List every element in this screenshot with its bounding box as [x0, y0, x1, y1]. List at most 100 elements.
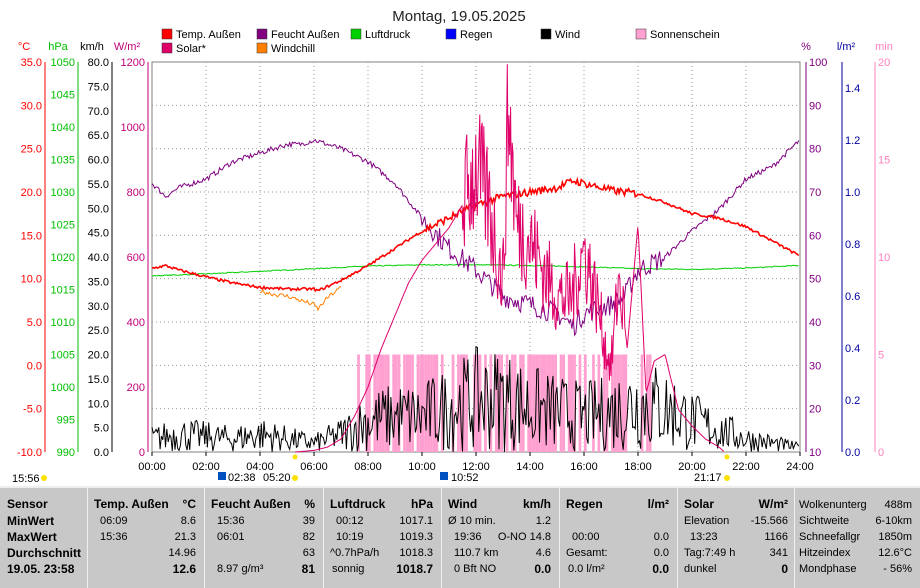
axis-tick-right: 0.2	[845, 395, 860, 407]
sunshine-bar	[511, 354, 514, 452]
wind-max-value: O-NO 14.8	[497, 531, 551, 543]
axis-tick-left: 30.0	[21, 100, 42, 112]
cloud-base-value: 488m	[884, 499, 912, 511]
humidity-max-value: 82	[302, 531, 315, 543]
axis-tick-left: 10.0	[88, 398, 109, 410]
axis-tick-right: 5	[878, 350, 884, 362]
sunshine-bar	[465, 354, 468, 452]
sunshine-bar	[376, 354, 379, 452]
x-tick-label: 12:00	[462, 461, 490, 473]
solar-max-time: 13:23	[690, 531, 718, 543]
weather-chart: Montag, 19.05.2025 Temp. Außen Feucht Auß…	[12, 8, 893, 485]
solar-header: Solar	[684, 497, 715, 511]
axis-tick-left: 15.0	[88, 374, 109, 386]
axis-tick-left: 1050	[51, 57, 75, 69]
sunshine-bar	[476, 354, 479, 452]
axis-tick-right: 60	[809, 230, 821, 242]
snowline-label: Schneefallgr	[799, 531, 861, 543]
axis-tick-left: 70.0	[88, 106, 109, 118]
wind-max-time: 19:36	[454, 531, 482, 543]
min-label: MinWert	[7, 514, 55, 528]
sunshine-bar	[494, 354, 498, 452]
sunshine-bar	[392, 354, 395, 452]
summary-panel: Sensor MinWert MaxWert Durchschnitt 19.0…	[0, 486, 920, 588]
axis-tick-right: 0	[878, 447, 884, 459]
sunrise-dot	[292, 454, 298, 460]
x-tick-label: 14:00	[516, 461, 544, 473]
axis-tick-left: 200	[127, 382, 145, 394]
axis-tick-left: 1015	[51, 285, 75, 297]
axis-unit-right: %	[801, 41, 811, 53]
moonrise-time: 10:52	[451, 472, 479, 484]
axis-tick-left: 1000	[51, 382, 75, 394]
axis-tick-left: 1005	[51, 350, 75, 362]
moon-phase-value: - 56%	[883, 563, 912, 575]
temp-min-value: 8.6	[180, 515, 196, 527]
axis-tick-left: 20.0	[88, 350, 109, 362]
sunset-time: 21:17	[694, 472, 722, 484]
legend-label: Temp. Außen	[176, 29, 241, 41]
solar-max-value: 1166	[764, 531, 788, 543]
axis-tick-right: 10	[809, 447, 821, 459]
x-tick-label: 22:00	[732, 461, 760, 473]
axis-tick-right: 50	[809, 274, 821, 286]
legend-label: Regen	[460, 29, 492, 41]
moonset-time: 02:38	[228, 472, 256, 484]
humidity-avg: 63	[302, 547, 315, 559]
legend: Temp. Außen Feucht Außen Luftdruck Regen Win…	[161, 28, 720, 55]
x-tick-label: 18:00	[624, 461, 652, 473]
pressure-max-value: 1019.3	[399, 531, 433, 543]
axis-tick-left: 25.0	[21, 144, 42, 156]
chart-title: Montag, 19.05.2025	[392, 8, 525, 25]
sunshine-bar	[373, 354, 377, 452]
summary-col-solar: Solar W/m² Elevation -15.566 13:23 1166 …	[678, 488, 795, 588]
axis-tick-left: 55.0	[88, 179, 109, 191]
weather-state: sonnig	[332, 563, 365, 575]
sunshine-bar	[535, 354, 539, 452]
pressure-header: Luftdruck	[330, 497, 386, 511]
sunshine-bar	[578, 354, 582, 452]
axis-tick-left: 1025	[51, 220, 75, 232]
solar-unit: W/m²	[758, 497, 788, 511]
sunshine-bar	[357, 354, 360, 452]
axis-tick-left: 45.0	[88, 228, 109, 240]
axis-tick-left: -10.0	[17, 447, 42, 459]
temp-min-time: 06:09	[100, 515, 128, 527]
wind-avg-label: Ø 10 min.	[448, 515, 496, 527]
legend-swatch	[350, 28, 362, 40]
moonset-icon	[218, 472, 226, 480]
series-pressure	[151, 263, 799, 277]
pressure-trend: ^0.7hPa/h	[330, 547, 380, 559]
axis-tick-left: 400	[127, 317, 145, 329]
axis-tick-left: 1045	[51, 90, 75, 102]
axis-unit-right: l/m²	[837, 41, 856, 53]
temp-current: 12.6	[172, 562, 196, 576]
axis-tick-left: 20.0	[21, 187, 42, 199]
axis-tick-left: 75.0	[88, 81, 109, 93]
axis-tick-left: 40.0	[88, 252, 109, 264]
legend-label: Windchill	[271, 43, 315, 55]
rain-header: Regen	[566, 497, 603, 511]
sunshine-bar	[403, 354, 406, 452]
axis-tick-left: 35.0	[21, 57, 42, 69]
x-tick-label: 24:00	[786, 461, 814, 473]
axis-tick-left: 1035	[51, 155, 75, 167]
axis-tick-left: 60.0	[88, 155, 109, 167]
sunrise-icon	[292, 475, 298, 481]
summary-col-humidity: Feucht Außen % 15:36 39 06:01 82 63 8.97…	[205, 488, 324, 588]
x-tick-label: 16:00	[570, 461, 598, 473]
sunshine-bar	[648, 354, 652, 452]
axis-tick-left: -5.0	[23, 404, 42, 416]
pressure-max-time: 10:19	[336, 531, 364, 543]
sunshine-bar	[497, 354, 501, 452]
rain-current: 0.0	[652, 562, 669, 576]
axes: °C -10.0 -5.0 0.0 5.0 10.0 15.0 20.0 25.0 30.0 35.…	[17, 41, 893, 459]
humidity-unit: %	[304, 497, 315, 511]
axis-unit-left: W/m²	[114, 41, 141, 53]
sun-icon	[41, 475, 47, 481]
sunshine-bar	[646, 354, 649, 452]
axis-tick-left: 1020	[51, 252, 75, 264]
legend-swatch	[161, 42, 173, 54]
axis-tick-left: 50.0	[88, 203, 109, 215]
axis-tick-left: 0.0	[27, 360, 42, 372]
